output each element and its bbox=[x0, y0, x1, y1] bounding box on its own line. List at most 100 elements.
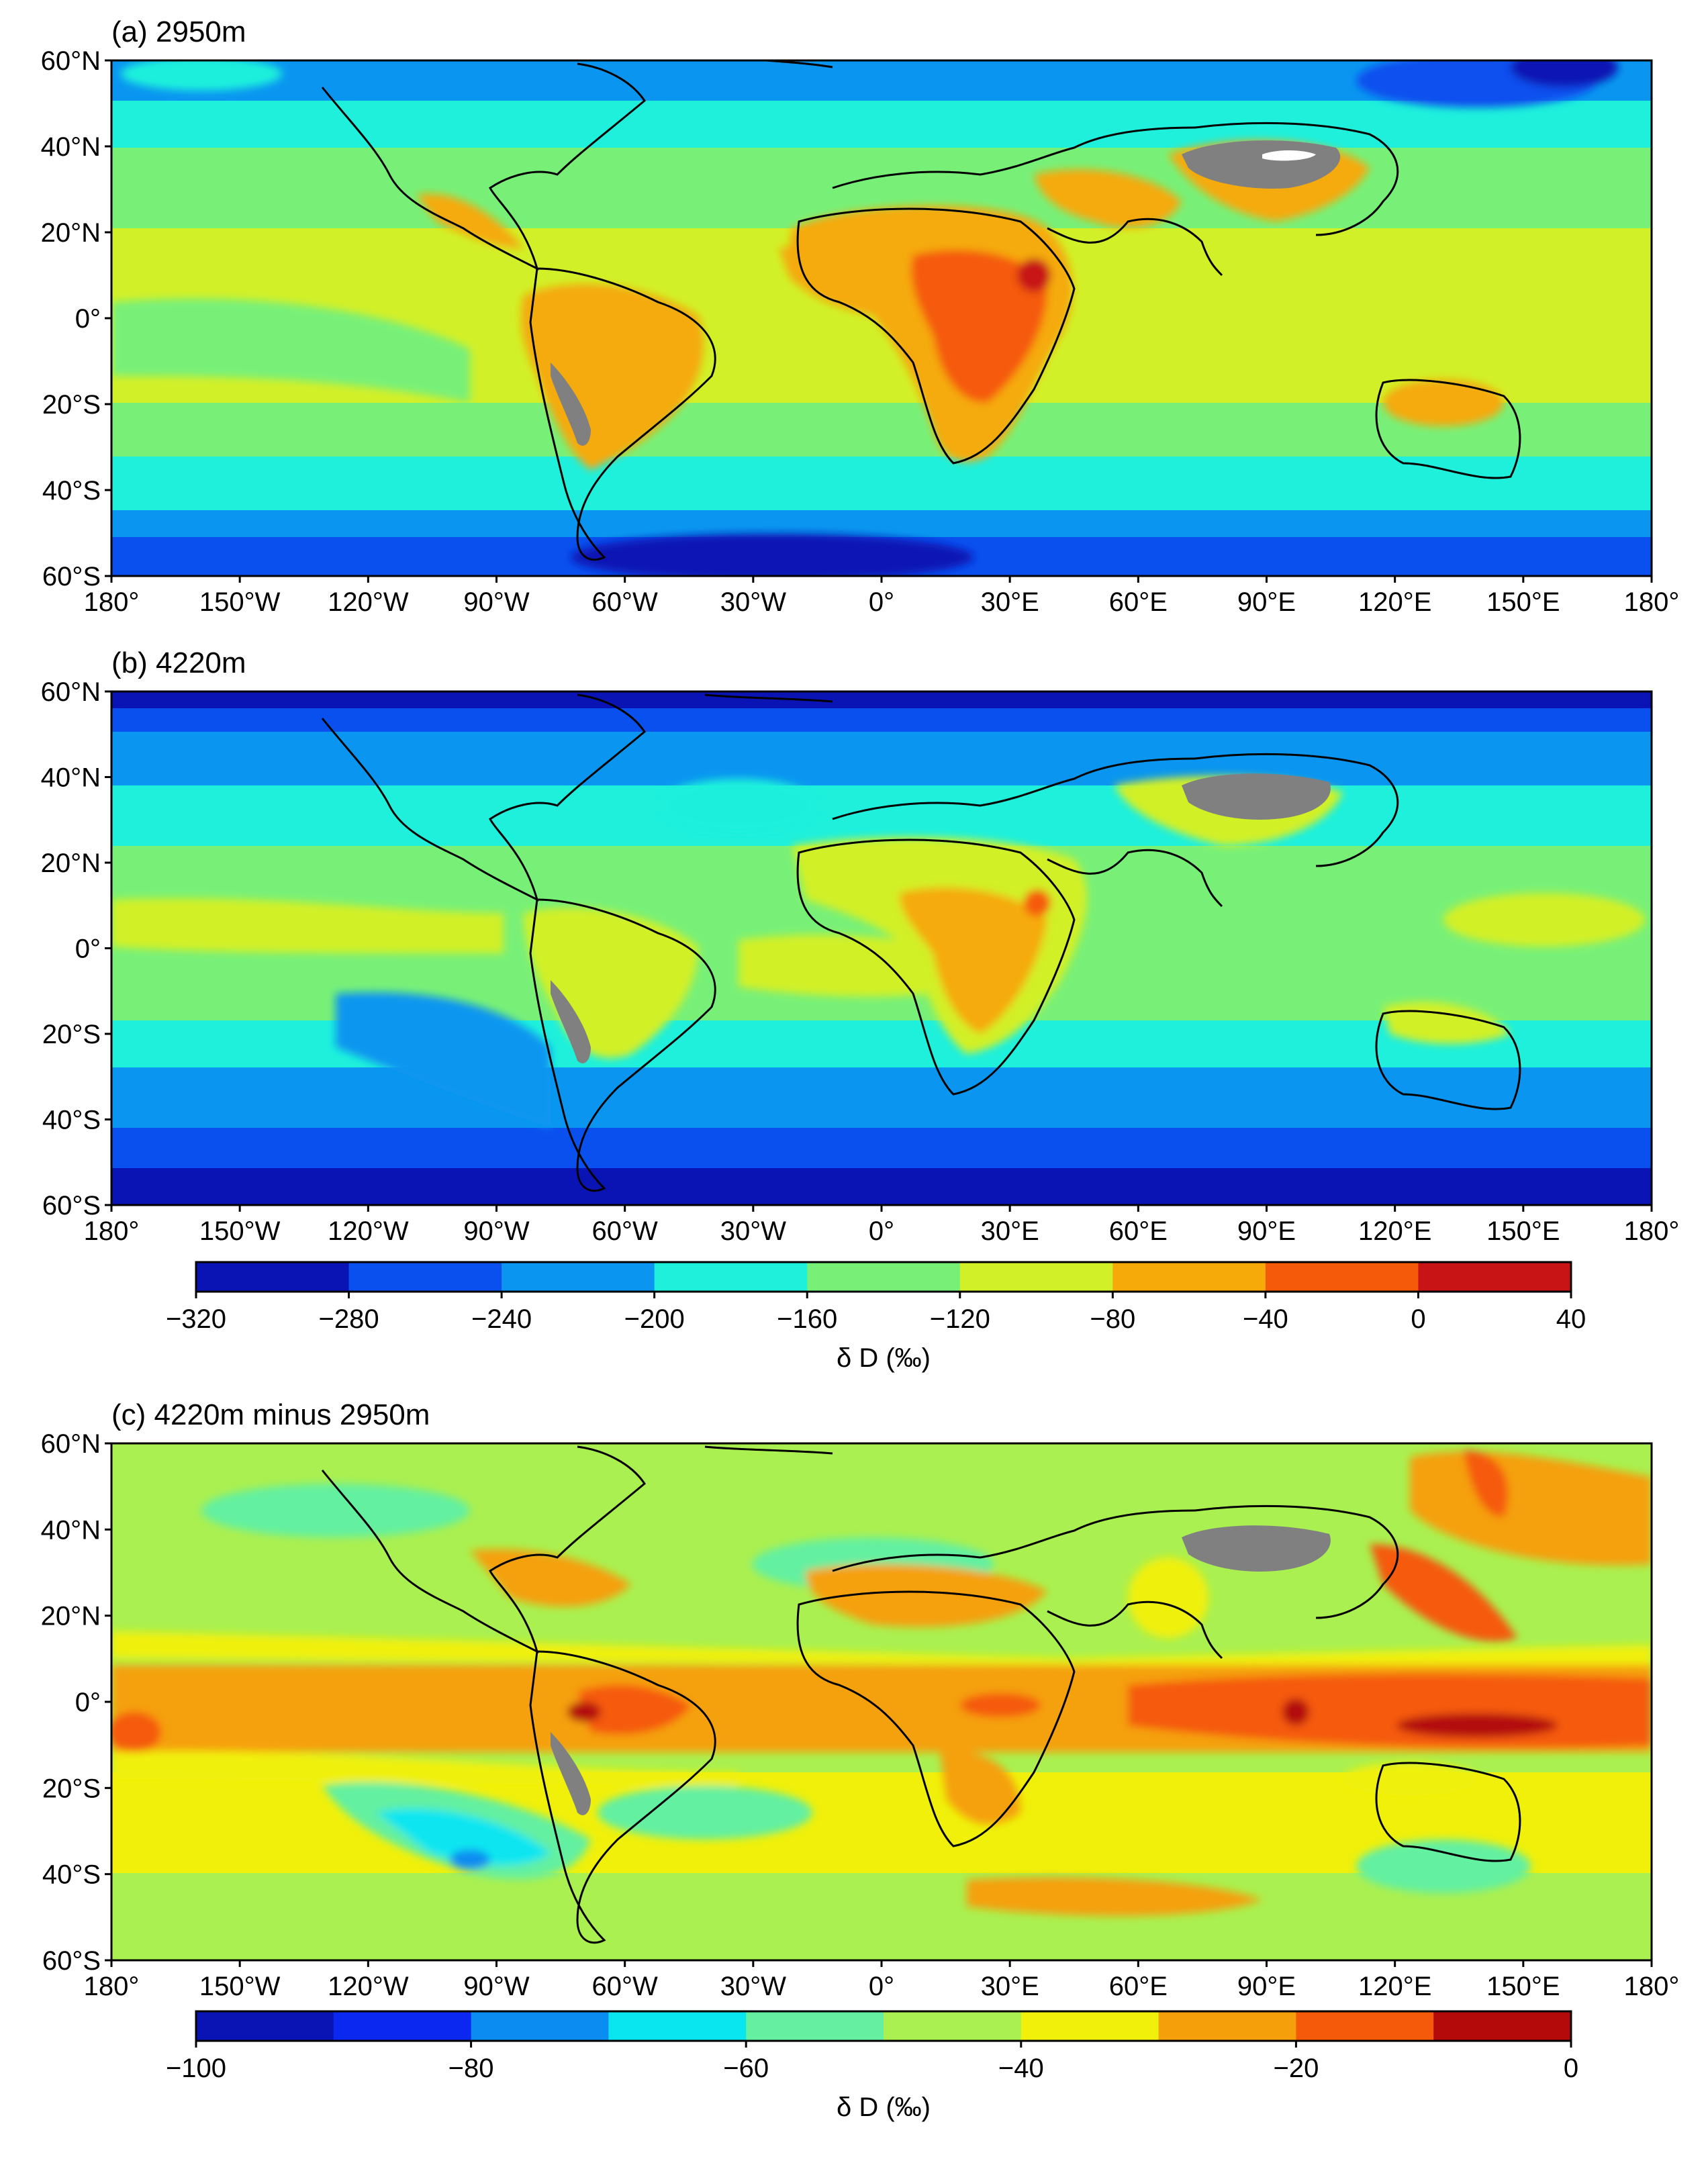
lat-tick-label: 60°S bbox=[42, 1191, 101, 1220]
colorbar-tick-label: −20 bbox=[1273, 2054, 1319, 2083]
lat-tick-label: 0° bbox=[75, 1688, 101, 1717]
lon-tick-label: 150°E bbox=[1486, 587, 1560, 617]
panel-a-lon-ticks: 180° 150°W 120°W 90°W 60°W 30°W 0° 30°E 60°E 90°E… bbox=[84, 576, 1680, 617]
colorbar-swatch bbox=[1433, 2011, 1572, 2041]
panel-c-lon-ticks: 180° 150°W 120°W 90°W 60°W 30°W 0° 30°E 60°E 90°E… bbox=[84, 1960, 1680, 2001]
colorbar-tick-label: −80 bbox=[448, 2054, 494, 2083]
colorbar-swatch bbox=[502, 1262, 655, 1292]
colorbar-tick-label: −120 bbox=[930, 1304, 990, 1334]
colorbar-label: δ D (‰) bbox=[837, 1343, 931, 1373]
colorbar-tick-label: −40 bbox=[998, 2054, 1044, 2083]
colorbar-tick-label: −80 bbox=[1090, 1304, 1135, 1334]
lat-tick-label: 40°S bbox=[42, 1860, 101, 1890]
lon-tick-label: 120°E bbox=[1358, 1972, 1431, 2001]
lon-tick-label: 60°E bbox=[1109, 587, 1168, 617]
lon-tick-label: 120°E bbox=[1358, 1216, 1431, 1246]
lon-tick-label: 150°E bbox=[1486, 1972, 1560, 2001]
colorbar-swatch bbox=[333, 2011, 472, 2041]
panel-b-field bbox=[111, 691, 1652, 1205]
lon-tick-label: 180° bbox=[1624, 1972, 1680, 2001]
lon-tick-label: 0° bbox=[869, 1972, 894, 2001]
colorbar-2: −100 −80 −60 −40 −20 0 δ D (‰) bbox=[166, 2010, 1578, 2122]
colorbar-tick-label: 0 bbox=[1411, 1304, 1425, 1334]
panel-c-lat-ticks: 60°N 40°N 20°N 0° 20°S 40°S 60°S bbox=[41, 1429, 111, 1976]
lon-tick-label: 30°W bbox=[720, 1972, 786, 2001]
colorbar-swatch bbox=[959, 1262, 1113, 1292]
colorbar-swatch bbox=[1112, 1262, 1266, 1292]
lat-tick-label: 40°N bbox=[41, 1515, 101, 1545]
lat-tick-label: 40°S bbox=[42, 476, 101, 506]
lon-tick-label: 60°W bbox=[592, 587, 658, 617]
panel-a-title: (a) 2950m bbox=[111, 15, 246, 48]
lat-tick-label: 0° bbox=[75, 934, 101, 964]
lon-tick-label: 180° bbox=[84, 1972, 140, 2001]
lon-tick-label: 30°E bbox=[981, 1972, 1039, 2001]
lon-tick-label: 150°W bbox=[199, 1216, 281, 1246]
lat-tick-label: 60°N bbox=[41, 46, 101, 76]
lon-tick-label: 90°W bbox=[463, 587, 529, 617]
panel-a-lat-ticks: 60°N 40°N 20°N 0° 20°S 40°S 60°S bbox=[41, 46, 111, 591]
panel-b-title: (b) 4220m bbox=[111, 646, 246, 679]
colorbar-swatch bbox=[654, 1262, 808, 1292]
lon-tick-label: 150°W bbox=[199, 587, 281, 617]
colorbar-frame bbox=[195, 1261, 1572, 1293]
lon-tick-label: 180° bbox=[1624, 1216, 1680, 1246]
lon-tick-label: 60°E bbox=[1109, 1972, 1168, 2001]
colorbar-swatch bbox=[807, 1262, 961, 1292]
lon-tick-label: 30°W bbox=[720, 1216, 786, 1246]
panel-c-field bbox=[111, 1443, 1652, 1960]
lat-tick-label: 20°N bbox=[41, 1602, 101, 1631]
lat-tick-label: 0° bbox=[75, 304, 101, 334]
colorbar-swatch bbox=[746, 2011, 884, 2041]
colorbar-tick-label: −100 bbox=[166, 2054, 226, 2083]
lon-tick-label: 60°W bbox=[592, 1972, 658, 2001]
panel-b-lon-ticks: 180° 150°W 120°W 90°W 60°W 30°W 0° 30°E 60°E 90°E… bbox=[84, 1205, 1680, 1246]
lon-tick-label: 90°E bbox=[1237, 1216, 1296, 1246]
lon-tick-label: 180° bbox=[84, 587, 140, 617]
colorbar-swatch bbox=[1418, 1262, 1572, 1292]
lat-tick-label: 20°N bbox=[41, 849, 101, 878]
lon-tick-label: 180° bbox=[1624, 587, 1680, 617]
lat-tick-label: 20°S bbox=[42, 1020, 101, 1049]
panel-b-coastlines bbox=[321, 693, 1521, 1192]
lat-tick-label: 20°S bbox=[42, 390, 101, 420]
lon-tick-label: 150°E bbox=[1486, 1216, 1560, 1246]
colorbar-1: −320 −280 −240 −200 −160 −120 −80 −40 0 40 δ D (‰) bbox=[166, 1261, 1586, 1373]
panel-a-coastlines bbox=[321, 60, 1521, 561]
colorbar-tick-label: 0 bbox=[1564, 2054, 1578, 2083]
lon-tick-label: 120°W bbox=[328, 587, 409, 617]
colorbar-swatch bbox=[1265, 1262, 1419, 1292]
lon-tick-label: 90°W bbox=[463, 1216, 529, 1246]
panel-a: (a) 2950m bbox=[41, 15, 1680, 617]
colorbar-swatch bbox=[884, 2011, 1022, 2041]
colorbar-tick-label: −40 bbox=[1243, 1304, 1288, 1334]
lat-tick-label: 60°S bbox=[42, 1946, 101, 1976]
lon-tick-label: 90°W bbox=[463, 1972, 529, 2001]
colorbar-swatch bbox=[471, 2011, 609, 2041]
colorbar-frame bbox=[195, 2010, 1572, 2042]
colorbar-tick-label: −60 bbox=[723, 2054, 769, 2083]
lon-tick-label: 60°E bbox=[1109, 1216, 1168, 1246]
colorbar-swatch bbox=[196, 1262, 350, 1292]
lat-tick-label: 60°N bbox=[41, 677, 101, 707]
colorbar-swatch bbox=[1158, 2011, 1296, 2041]
panel-c-coastlines bbox=[321, 1445, 1521, 1944]
colorbar-swatch bbox=[196, 2011, 334, 2041]
lon-tick-label: 120°W bbox=[328, 1972, 409, 2001]
lat-tick-label: 60°S bbox=[42, 562, 101, 591]
lon-tick-label: 180° bbox=[84, 1216, 140, 1246]
colorbar-swatch bbox=[608, 2011, 747, 2041]
lat-tick-label: 40°N bbox=[41, 763, 101, 793]
lon-tick-label: 0° bbox=[869, 587, 894, 617]
panel-b: (b) 4220m bbox=[41, 646, 1680, 1246]
panel-c-title: (c) 4220m minus 2950m bbox=[111, 1398, 430, 1431]
lon-tick-label: 60°W bbox=[592, 1216, 658, 1246]
colorbar-tick-label: 40 bbox=[1556, 1304, 1586, 1334]
colorbar-tick-label: −280 bbox=[319, 1304, 379, 1334]
colorbar-swatch bbox=[1296, 2011, 1434, 2041]
lat-tick-label: 20°S bbox=[42, 1774, 101, 1803]
lon-tick-label: 150°W bbox=[199, 1972, 281, 2001]
colorbar-label: δ D (‰) bbox=[837, 2093, 931, 2122]
lat-tick-label: 40°S bbox=[42, 1106, 101, 1135]
